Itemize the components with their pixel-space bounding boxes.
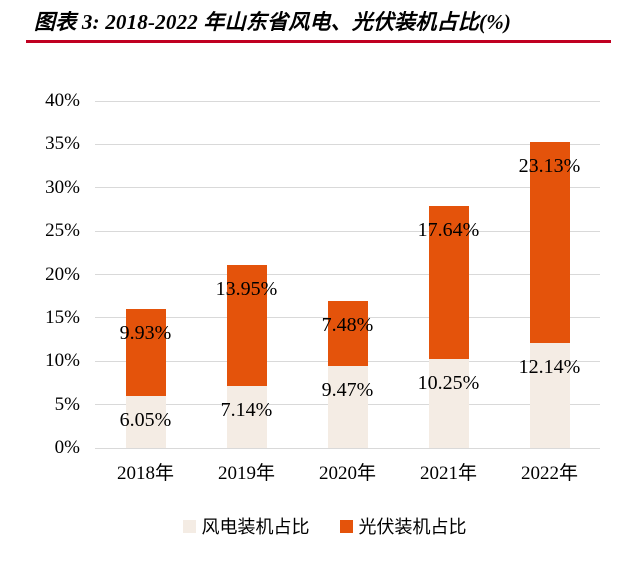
y-axis-tick-label: 0%: [54, 437, 80, 458]
data-label-pv-2022年: 23.13%: [518, 155, 581, 178]
gridline-25%: [95, 230, 600, 232]
legend-item-pv: 光伏装机占比: [339, 513, 467, 539]
y-axis-tick-label: 20%: [45, 263, 80, 285]
bar-segment-pv-2018年: [125, 309, 166, 396]
x-axis-tick-label: 2018年: [116, 463, 174, 484]
bar-segment-pv-2019年: [226, 265, 267, 387]
wind-series-swatch-icon: [182, 519, 196, 533]
y-axis-tick-label: 10%: [45, 350, 80, 372]
bar-segment-pv-2022年: [529, 142, 570, 343]
gridline-20%: [95, 274, 600, 275]
data-label-pv-2021年: 17.64%: [417, 219, 480, 242]
gridline-35%: [95, 143, 600, 145]
bar-segment-wind-2020年: [327, 365, 368, 448]
data-label-wind-2019年: 7.14%: [220, 399, 273, 422]
y-axis-tick-label: 5%: [54, 393, 80, 415]
data-label-wind-2022年: 12.14%: [518, 355, 581, 378]
data-label-pv-2020年: 7.48%: [321, 313, 374, 336]
x-axis-tick-label: 2019年: [217, 463, 275, 484]
bar-segment-wind-2021年: [428, 359, 469, 448]
figure-title: 图表 3: 2018-2022 年山东省风电、光伏装机占比(%): [34, 10, 512, 34]
bar-segment-pv-2020年: [327, 300, 368, 366]
data-label-pv-2018年: 9.93%: [119, 322, 172, 345]
data-label-wind-2020年: 9.47%: [321, 378, 374, 401]
y-axis-tick-label: 15%: [45, 306, 80, 328]
x-axis-tick-label: 2021年: [419, 463, 477, 484]
chart-legend: 风电装机占比 光伏装机占比: [0, 513, 617, 539]
pv-series-label: 光伏装机占比: [358, 517, 467, 537]
bar-segment-pv-2021年: [428, 206, 469, 360]
bar-segment-wind-2019年: [226, 386, 267, 448]
bar-segment-wind-2022年: [529, 342, 570, 448]
legend-item-wind: 风电装机占比: [182, 513, 310, 539]
x-axis-tick-label: 2022年: [520, 463, 578, 484]
gridline-40%: [95, 100, 600, 102]
data-label-wind-2018年: 6.05%: [119, 408, 172, 431]
wind-series-label: 风电装机占比: [201, 517, 310, 537]
data-label-wind-2021年: 10.25%: [417, 372, 480, 395]
y-axis-tick-label: 40%: [45, 90, 80, 111]
pv-series-swatch-icon: [339, 519, 353, 533]
bar-segment-wind-2018年: [125, 395, 166, 448]
x-axis-tick-label: 2020年: [318, 463, 376, 484]
y-axis-tick-label: 35%: [45, 133, 80, 155]
title-divider: [26, 40, 611, 43]
y-axis-tick-label: 25%: [45, 220, 80, 242]
data-label-pv-2019年: 13.95%: [215, 278, 278, 301]
gridline-30%: [95, 187, 600, 189]
y-axis-tick-label: 30%: [45, 176, 80, 198]
gridline-0%: [95, 447, 600, 449]
